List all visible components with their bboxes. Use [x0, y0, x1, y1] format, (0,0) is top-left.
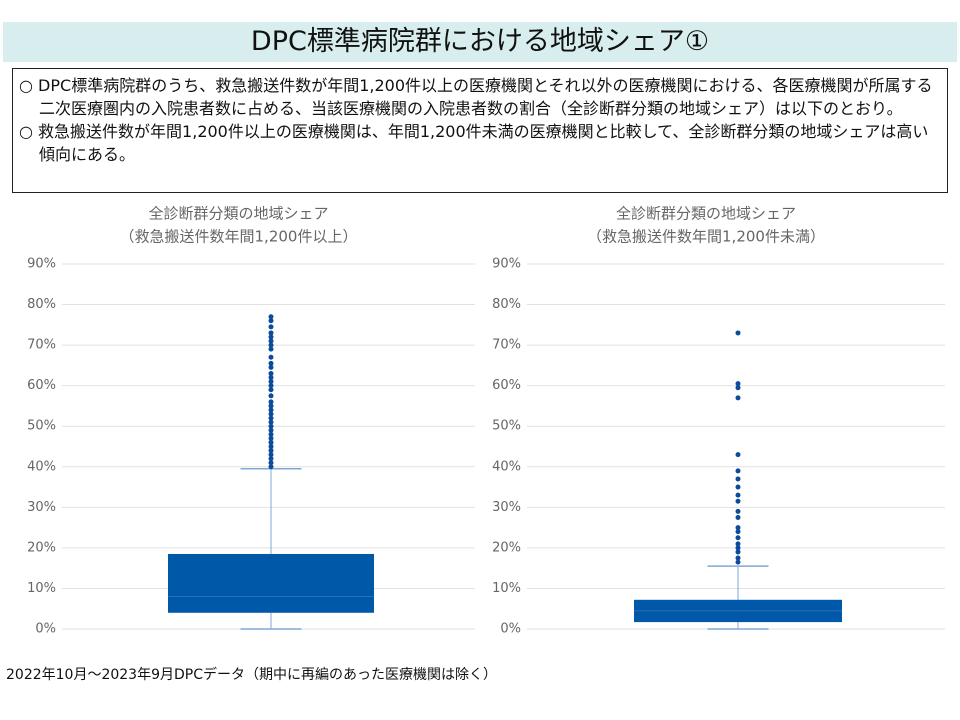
y-tick-label: 40% — [492, 459, 521, 474]
footnote: 2022年10月～2023年9月DPCデータ（期中に再編のあった医療機関は除く） — [6, 667, 497, 683]
outlier — [268, 379, 274, 385]
y-tick-label: 30% — [492, 500, 521, 515]
outlier — [735, 559, 741, 565]
outlier — [735, 549, 741, 555]
y-tick-label: 20% — [492, 540, 521, 555]
outlier — [268, 460, 274, 466]
outlier — [268, 444, 274, 449]
outlier — [735, 476, 741, 482]
chart-subtitle: （救急搬送件数年間1,200件未満） — [587, 228, 825, 246]
outlier — [268, 456, 274, 462]
outlier — [268, 427, 274, 433]
outlier — [735, 508, 741, 514]
header-title: DPC標準病院群における地域シェア① — [3, 22, 957, 62]
outlier — [268, 407, 274, 413]
outlier — [268, 360, 274, 366]
outlier — [735, 492, 741, 498]
outlier — [268, 346, 274, 352]
y-tick-label: 90% — [27, 257, 56, 272]
outlier — [735, 330, 741, 336]
outlier — [268, 435, 274, 441]
y-tick-label: 50% — [27, 419, 56, 434]
y-tick-label: 60% — [492, 378, 521, 393]
y-tick-label: 80% — [492, 297, 521, 312]
outlier — [735, 541, 741, 547]
outlier — [268, 324, 274, 330]
outlier — [735, 555, 741, 561]
outlier — [268, 330, 274, 336]
y-tick-label: 70% — [492, 338, 521, 353]
outlier — [735, 545, 741, 551]
chart-title: 全診断群分類の地域シェア — [148, 205, 328, 223]
outlier — [268, 403, 274, 409]
outlier — [268, 415, 274, 421]
outlier — [735, 395, 741, 401]
outlier — [735, 381, 741, 387]
y-tick-label: 0% — [35, 622, 56, 637]
outlier — [735, 498, 741, 504]
outlier — [268, 464, 274, 470]
outlier — [268, 399, 274, 405]
outlier — [735, 468, 741, 474]
outlier — [735, 484, 741, 490]
y-tick-label: 30% — [27, 500, 56, 515]
outlier — [268, 411, 274, 417]
outlier — [268, 318, 274, 324]
outlier — [735, 452, 741, 458]
y-tick-label: 70% — [27, 338, 56, 353]
y-tick-label: 40% — [27, 459, 56, 474]
outlier — [268, 383, 274, 389]
outlier — [268, 375, 274, 381]
outlier — [268, 354, 274, 360]
y-tick-label: 60% — [27, 378, 56, 393]
outlier — [735, 525, 741, 531]
y-tick-label: 50% — [492, 419, 521, 434]
bullet: ○ 救急搬送件数が年間1,200件以上の医療機関は、年間1,200件未満の医療機… — [19, 122, 929, 164]
y-tick-label: 0% — [500, 622, 521, 637]
y-tick-label: 20% — [27, 540, 56, 555]
outlier — [735, 535, 741, 541]
outlier — [268, 338, 274, 344]
bullet: ○ DPC標準病院群のうち、救急搬送件数が年間1,200件以上の医療機関とそれ以… — [19, 76, 933, 118]
y-tick-label: 10% — [492, 581, 521, 596]
y-tick-label: 90% — [492, 257, 521, 272]
outlier — [268, 393, 274, 399]
outlier — [268, 364, 274, 370]
charts: 全診断群分類の地域シェア （救急搬送件数年間1,200件以上） 0% 10% 20% 30… — [27, 205, 945, 637]
outlier — [268, 452, 274, 458]
outlier — [268, 419, 274, 425]
y-tick-label: 10% — [27, 581, 56, 596]
outlier — [735, 385, 741, 391]
outlier — [268, 431, 274, 437]
y-tick-label: 80% — [27, 297, 56, 312]
outlier — [268, 334, 274, 340]
chart-subtitle: （救急搬送件数年間1,200件以上） — [120, 228, 358, 246]
outlier — [268, 371, 274, 376]
chart-title: 全診断群分類の地域シェア — [616, 205, 796, 223]
outlier — [735, 529, 741, 535]
box — [168, 553, 374, 613]
outlier — [268, 342, 274, 348]
outlier — [268, 439, 274, 445]
outlier — [268, 387, 274, 393]
outlier — [268, 314, 274, 320]
outlier — [735, 514, 741, 520]
outlier — [268, 423, 274, 429]
summary-box: ○ DPC標準病院群のうち、救急搬送件数が年間1,200件以上の医療機関とそれ以… — [12, 68, 948, 193]
outlier — [268, 448, 274, 454]
